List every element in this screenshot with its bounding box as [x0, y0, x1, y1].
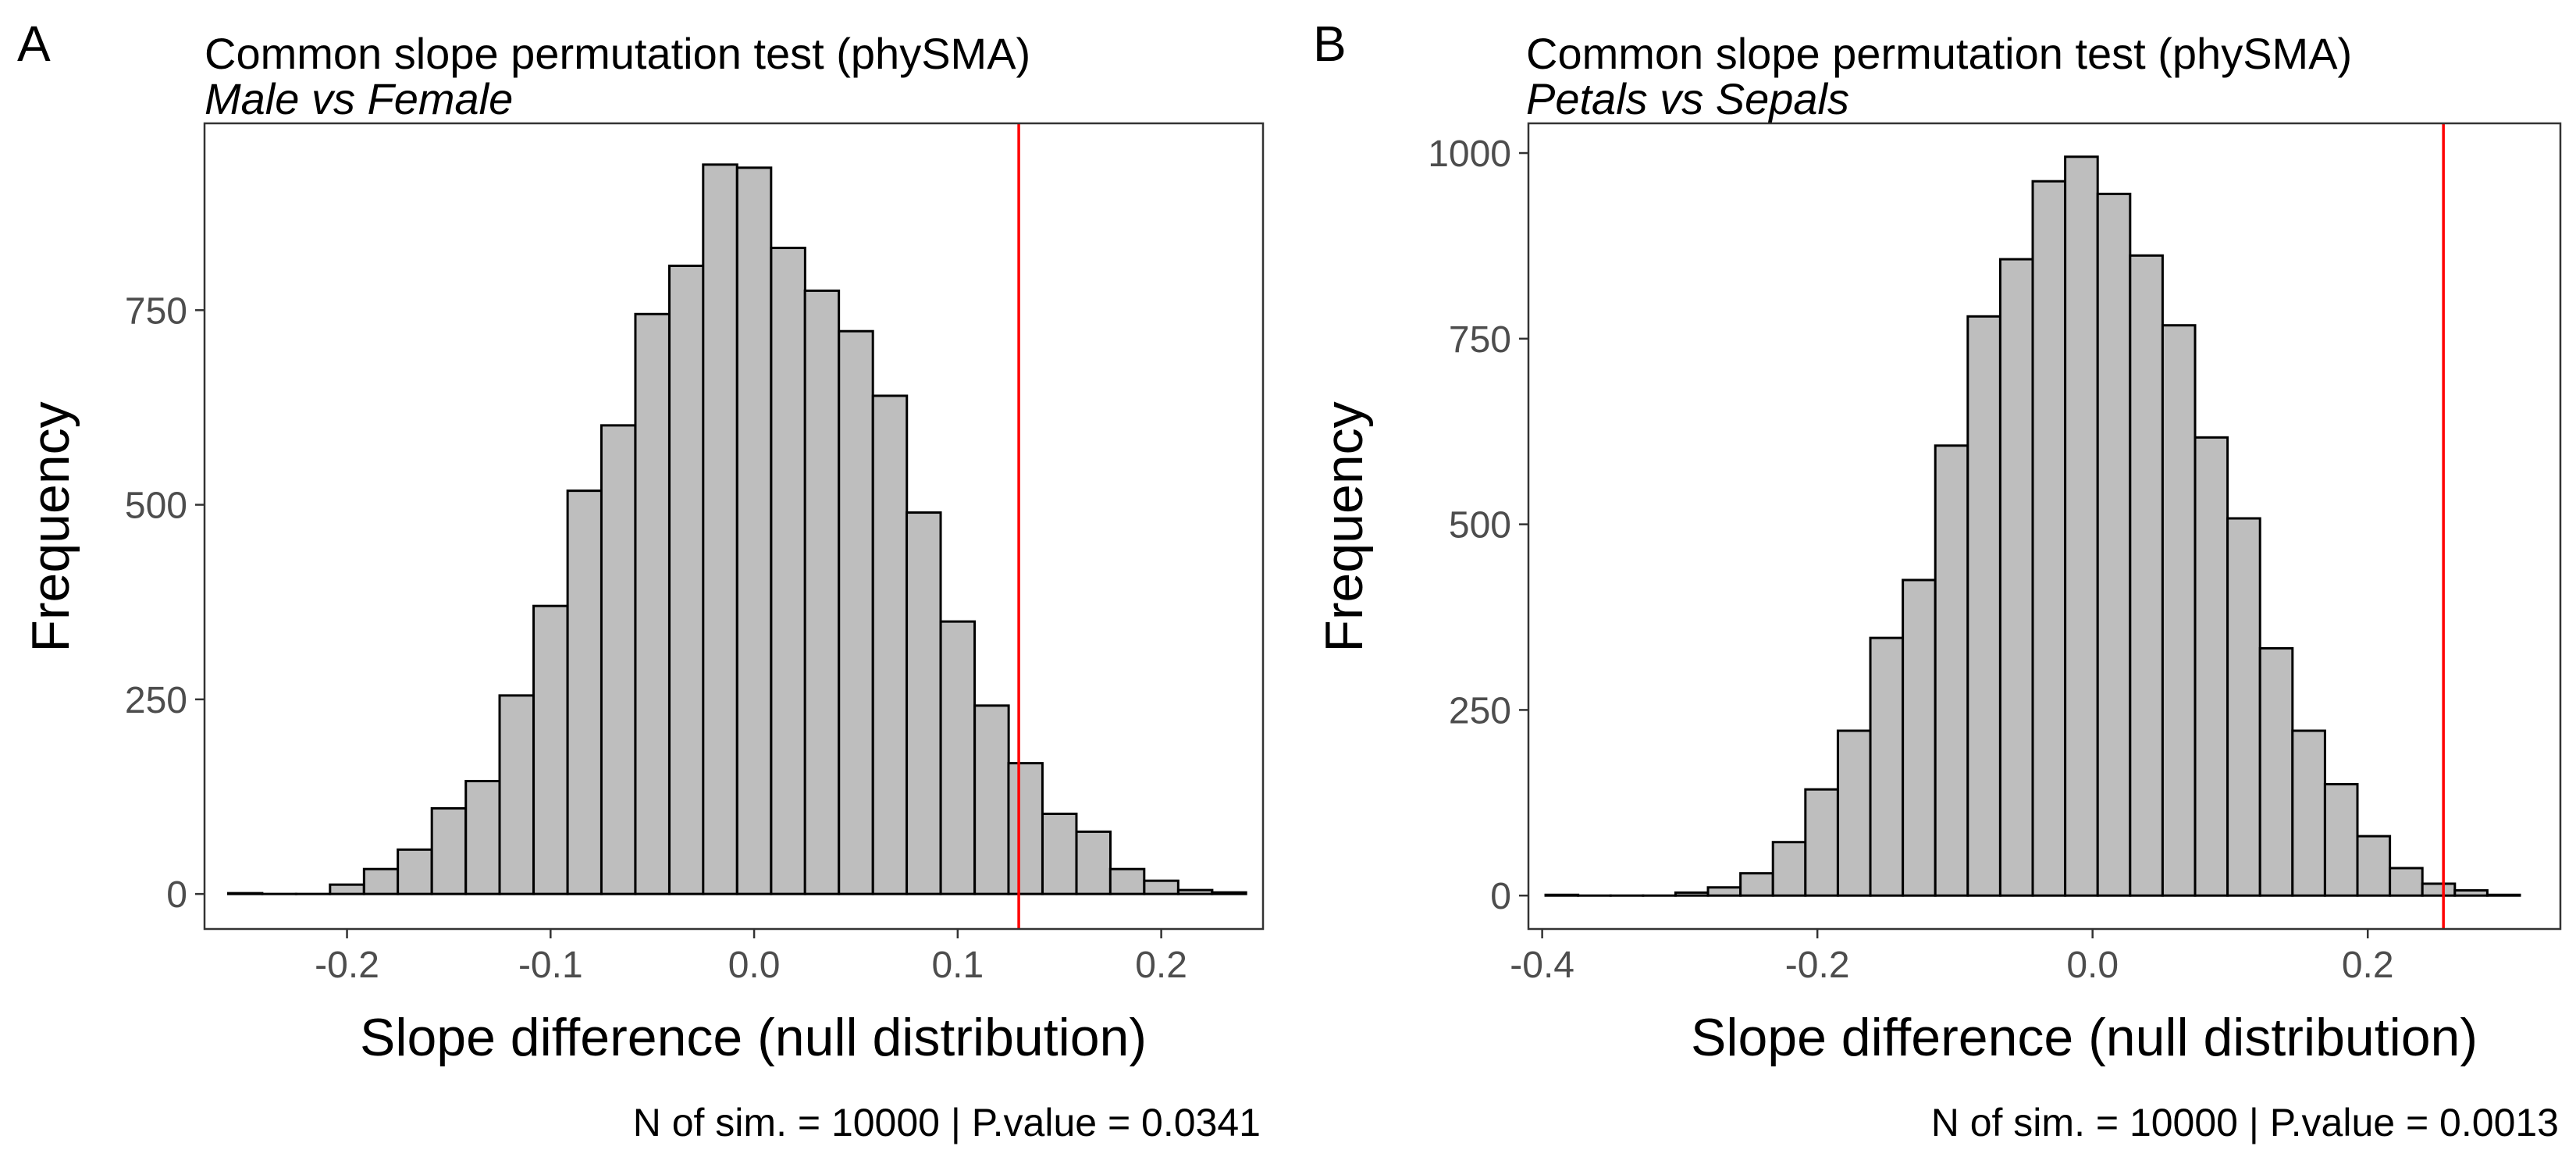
caption: N of sim. = 10000 | P.value = 0.0341 [633, 1101, 1261, 1144]
histogram-bar [2226, 517, 2261, 897]
histogram-bar [1075, 830, 1112, 895]
histogram-bar [1836, 729, 1872, 897]
histogram-bar [1869, 636, 1905, 897]
histogram-bar [2129, 254, 2164, 897]
y-tick-label: 500 [1449, 505, 1511, 546]
histogram-bar [1934, 444, 1969, 897]
histogram-bar [566, 489, 603, 895]
histogram-bar [600, 424, 637, 895]
plot-area: -0.4 -0.2 0.0 0.2 0 250 500 750 1000 [1428, 122, 2562, 986]
chart-title: Common slope permutation test (phySMA) [1526, 29, 2352, 78]
histogram-bar [2291, 729, 2326, 897]
y-tick-label: 250 [125, 680, 187, 721]
x-axis-label: Slope difference (null distribution) [1691, 1008, 2478, 1067]
x-axis-label: Slope difference (null distribution) [360, 1008, 1147, 1067]
histogram-bar [1041, 812, 1078, 895]
histogram-bar [1674, 891, 1710, 897]
histogram-bar [1771, 841, 1807, 897]
x-tick-label: -0.1 [518, 945, 583, 986]
histogram-bar [2453, 889, 2489, 897]
histogram-bar [2161, 324, 2197, 897]
y-axis-label: Frequency [1315, 401, 1374, 652]
histogram-bar [329, 883, 365, 895]
plot-frame [203, 122, 1265, 931]
histogram-bar [634, 312, 671, 895]
histogram-bar [1143, 879, 1179, 895]
histogram-bar [939, 620, 977, 895]
plot-area: -0.2 -0.1 0.0 0.1 0.2 0 250 500 750 [125, 122, 1265, 986]
x-tick-label: -0.2 [1785, 945, 1850, 986]
x-tick-label: -0.2 [315, 945, 379, 986]
histogram-bar [1739, 872, 1774, 897]
histogram-bar [2258, 646, 2294, 897]
y-tick-label: 500 [125, 486, 187, 527]
panel-a: A Common slope permutation test (phySMA)… [17, 16, 1265, 1144]
histogram-bar [906, 511, 942, 895]
panel-tag: B [1313, 16, 1347, 72]
histogram-bar [838, 329, 874, 895]
caption: N of sim. = 10000 | P.value = 0.0013 [1931, 1101, 2559, 1144]
histogram-bar [770, 247, 806, 895]
histogram-bar [2064, 155, 2099, 897]
histogram-bar [2323, 783, 2359, 897]
histogram-bar [1706, 886, 1742, 897]
histogram-bar [1176, 888, 1214, 895]
plot-frame [1527, 122, 2562, 931]
y-tick-label: 1000 [1428, 133, 1511, 175]
y-tick-label: 750 [1449, 319, 1511, 361]
y-tick-label: 0 [1490, 876, 1511, 917]
histogram-bar [2389, 867, 2424, 897]
histogram-bar [498, 694, 535, 895]
y-tick-label: 750 [125, 290, 187, 332]
histogram-bar [362, 867, 400, 895]
histogram-bar [1966, 315, 2001, 897]
x-tick-label: -0.4 [1510, 945, 1574, 986]
histogram-bar [871, 394, 909, 895]
histogram-bar [702, 163, 738, 895]
x-tick-label: 0.1 [931, 945, 984, 986]
y-axis-label: Frequency [21, 401, 80, 652]
x-tick-label: 0.0 [728, 945, 781, 986]
histogram-bar [735, 166, 773, 895]
y-tick-label: 0 [166, 874, 187, 916]
histogram-bar [1902, 578, 1937, 897]
chart-subtitle: Petals vs Sepals [1526, 74, 1849, 123]
histogram-bar [1211, 891, 1247, 895]
x-tick-label: 0.2 [1135, 945, 1187, 986]
histogram-bar [430, 806, 468, 895]
histogram-bar [2194, 436, 2229, 897]
histogram-bar [803, 289, 841, 895]
histogram-bar [1007, 762, 1044, 895]
histogram-bar [397, 848, 433, 895]
histogram-bar [2356, 835, 2392, 897]
histogram-bar [668, 264, 705, 895]
histogram-bar [973, 704, 1010, 895]
histogram-bar [2096, 192, 2132, 897]
y-tick-label: 250 [1449, 690, 1511, 731]
x-tick-label: 0.2 [2342, 945, 2394, 986]
chart-title: Common slope permutation test (phySMA) [205, 29, 1030, 78]
histogram-bar [1998, 258, 2034, 897]
histogram-bar [532, 604, 569, 895]
histogram-bar [2031, 180, 2067, 897]
histogram-bar [226, 892, 264, 895]
panel-b: B Common slope permutation test (phySMA)… [1313, 16, 2562, 1144]
x-tick-label: 0.0 [2066, 945, 2119, 986]
histogram-bar [1804, 788, 1839, 897]
histogram-bar [464, 780, 501, 895]
panel-tag: A [17, 16, 51, 72]
histogram-bar [1108, 867, 1146, 895]
histogram-bar [2421, 882, 2457, 897]
chart-subtitle: Male vs Female [205, 74, 513, 123]
